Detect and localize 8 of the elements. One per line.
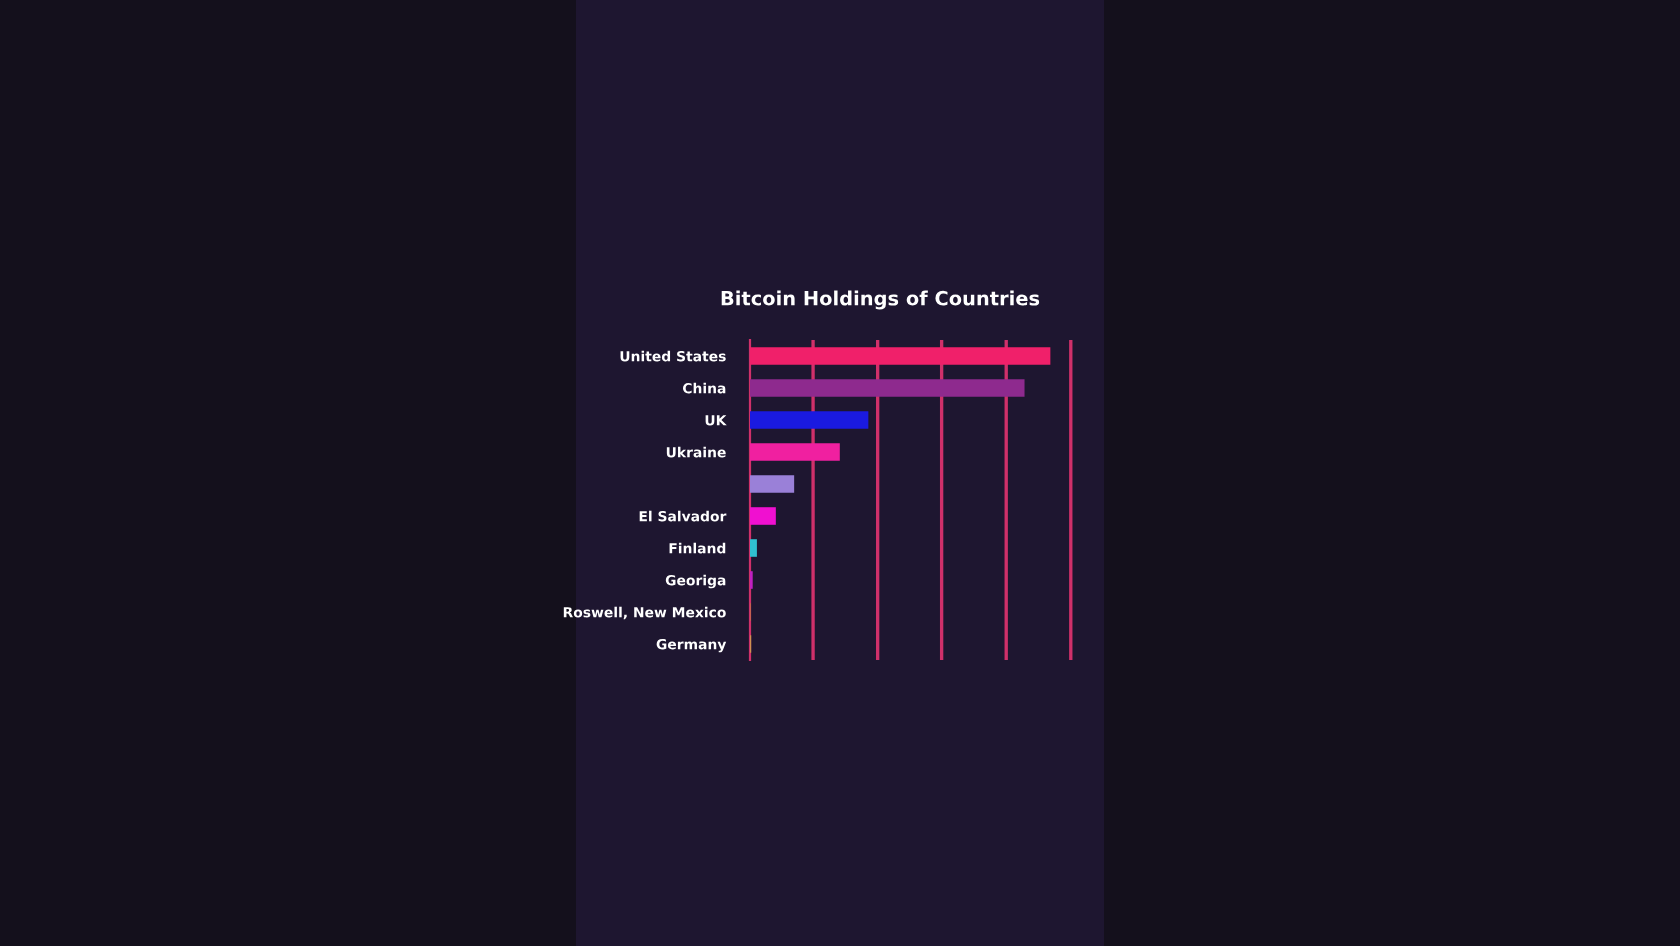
bar [750, 443, 840, 461]
bar [750, 411, 869, 429]
bar [750, 507, 776, 525]
bar [750, 347, 1051, 365]
chart-title: Bitcoin Holdings of Countries [721, 290, 1040, 310]
bar [750, 379, 1025, 397]
bar [750, 539, 757, 557]
bar [750, 475, 795, 493]
